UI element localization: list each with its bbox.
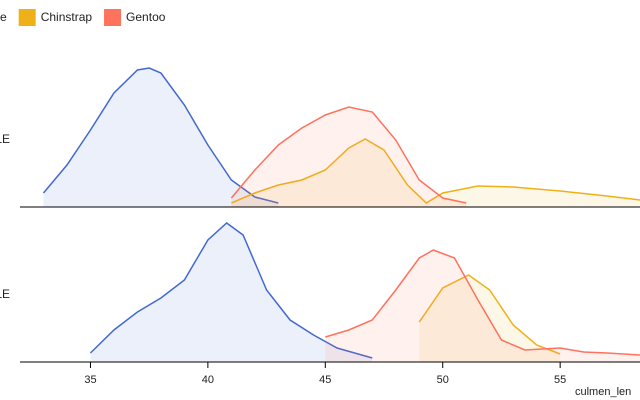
density-line [325,249,640,356]
x-tick-label: 40 [202,374,214,386]
legend-label: e [0,10,7,24]
legend-swatch [104,9,122,26]
facet-label: LE [0,287,10,301]
legend-swatch [18,9,36,26]
density-line [230,106,467,204]
density-area [231,139,640,207]
density-area [231,107,467,207]
density-line [89,222,373,359]
x-axis-label: culmen_len [575,386,631,398]
density-area [90,223,373,362]
facet-label: LE [0,132,10,146]
density-area [325,250,640,362]
legend-label: Chinstrap [41,10,93,24]
x-tick-label: 45 [319,374,331,386]
legend-label: Gentoo [126,10,166,24]
density-area [43,68,279,207]
x-tick-label: 35 [84,374,96,386]
density-area [419,275,561,362]
density-line [418,274,561,355]
x-tick-label: 50 [437,374,449,386]
density-line [231,138,640,204]
x-tick-label: 55 [554,374,566,386]
density-line [42,67,279,204]
